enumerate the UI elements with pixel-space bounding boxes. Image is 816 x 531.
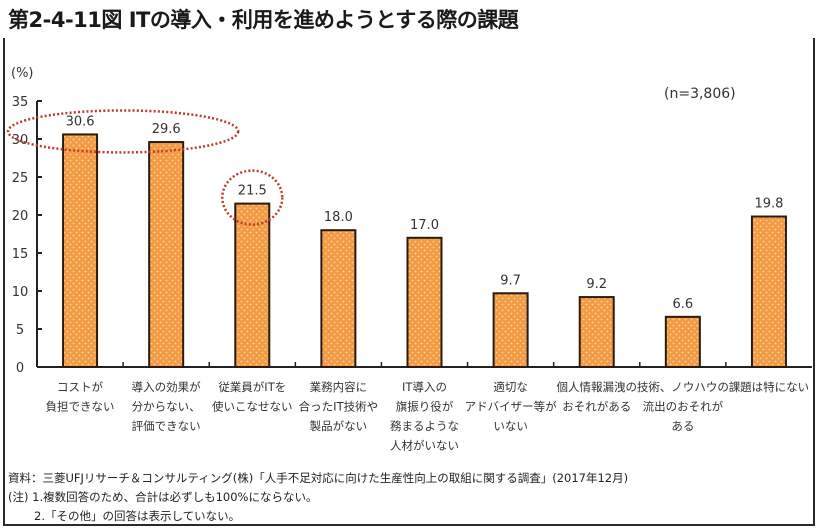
bar bbox=[148, 141, 185, 368]
bar bbox=[62, 133, 99, 368]
x-tick-label: 業務内容に合ったIT技術や製品がない bbox=[299, 380, 378, 433]
value-label: 18.0 bbox=[324, 210, 353, 225]
value-label: 9.2 bbox=[586, 277, 607, 292]
y-tick-label: 35 bbox=[12, 95, 29, 110]
bar bbox=[578, 296, 615, 368]
x-tick-label: 課題は特にない bbox=[729, 380, 810, 394]
y-axis-unit-label: (%) bbox=[11, 66, 34, 81]
x-tick-label: コストが負担できない bbox=[46, 380, 115, 414]
chart-title: 第2-4-11図 ITの導入・利用を進めようとする際の課題 bbox=[8, 8, 519, 32]
value-label: 17.0 bbox=[410, 218, 439, 233]
chart-frame bbox=[3, 38, 815, 526]
y-tick-label: 15 bbox=[12, 247, 29, 262]
y-tick-label: 5 bbox=[16, 323, 24, 338]
y-tick-label: 10 bbox=[12, 285, 29, 300]
x-tick-label: 適切なアドバイザー等がいない bbox=[465, 380, 557, 433]
value-label: 29.6 bbox=[152, 122, 181, 137]
bars bbox=[62, 133, 787, 368]
value-labels: 30.6 29.6 21.5 18.0 17.0 9.7 9.2 6.6 19.8 bbox=[66, 114, 784, 311]
x-tick-label: 従業員がITを使いこなせない bbox=[212, 380, 293, 414]
value-label: 30.6 bbox=[66, 114, 95, 129]
value-label: 6.6 bbox=[672, 297, 693, 312]
highlight-rings bbox=[6, 109, 284, 226]
value-label: 9.7 bbox=[500, 273, 521, 288]
x-tick-label: IT導入の旗振り役が務まるような人材がいない bbox=[390, 380, 459, 453]
note-2: 2.「その他」の回答は表示していない。 bbox=[34, 509, 241, 523]
bar bbox=[750, 215, 787, 368]
bar bbox=[234, 202, 271, 368]
highlight-ring bbox=[6, 109, 240, 154]
x-tick-label: 導入の効果が分からない、評価できない bbox=[132, 380, 201, 433]
note-1: (注) 1.複数回答のため、合計は必ずしも100%にならない。 bbox=[8, 490, 318, 504]
y-tick-label: 0 bbox=[16, 361, 24, 376]
value-label: 21.5 bbox=[238, 184, 267, 199]
y-tick-label: 25 bbox=[12, 171, 29, 186]
x-tick-label: 個人情報漏洩のおそれがある bbox=[556, 380, 637, 414]
bar bbox=[492, 292, 529, 368]
bar bbox=[406, 236, 443, 368]
value-label: 19.8 bbox=[754, 197, 783, 212]
bar bbox=[664, 315, 701, 368]
source-note: 資料：三菱UFJリサーチ＆コンサルティング(株)「人手不足対応に向けた生産性向上… bbox=[8, 471, 629, 485]
sample-size-label: (n=3,806) bbox=[664, 86, 736, 102]
highlight-ring bbox=[221, 169, 284, 226]
x-tick-label: 技術、ノウハウの流出のおそれがある bbox=[637, 380, 729, 433]
y-tick-label: 20 bbox=[12, 209, 29, 224]
category-labels: コストが負担できない導入の効果が分からない、評価できない従業員がITを使いこなせ… bbox=[46, 380, 810, 453]
bar bbox=[320, 229, 357, 368]
